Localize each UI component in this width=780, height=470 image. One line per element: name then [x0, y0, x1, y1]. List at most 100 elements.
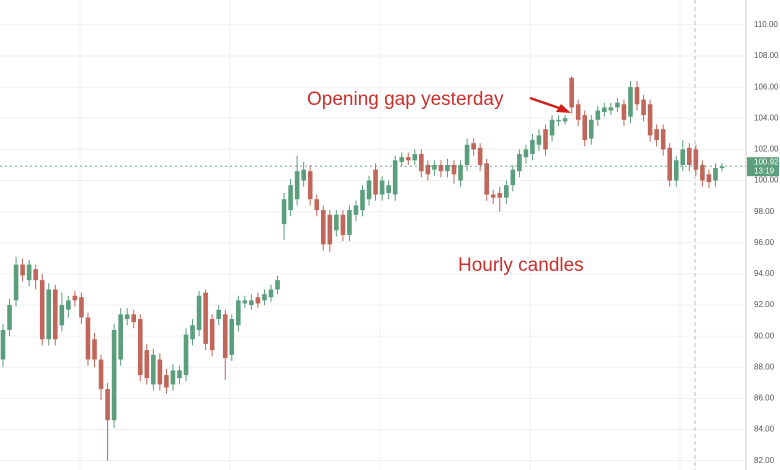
- y-tick-label: 98.00: [754, 207, 775, 216]
- candle-body: [118, 314, 123, 360]
- candle-body: [111, 329, 117, 421]
- candle-body: [320, 210, 326, 245]
- y-tick-label: 94.00: [754, 269, 775, 278]
- candle-body: [327, 214, 333, 245]
- candle-body: [137, 319, 143, 376]
- candle-body: [360, 189, 365, 211]
- candle-body: [59, 305, 65, 326]
- y-tick-label: 102.00: [754, 145, 779, 154]
- candle-body: [379, 180, 385, 195]
- arrow: [529, 96, 563, 111]
- candle-body: [249, 300, 254, 306]
- candle-body: [0, 329, 6, 360]
- candle-body: [92, 339, 97, 360]
- candle-body: [497, 192, 503, 198]
- candle-body: [33, 269, 38, 281]
- candle-body: [98, 359, 104, 390]
- candle-body: [196, 295, 202, 330]
- candle-body: [536, 135, 542, 145]
- candle-body: [386, 185, 391, 193]
- candle-body: [687, 147, 692, 165]
- candle-body: [602, 107, 607, 113]
- candle-body: [164, 375, 169, 388]
- candle-body: [412, 154, 418, 161]
- candle-body: [222, 314, 228, 358]
- candle-body: [79, 297, 84, 318]
- candle-body: [353, 205, 359, 215]
- candle-body: [719, 166, 725, 169]
- candle-body: [340, 214, 346, 235]
- candle-body: [458, 164, 463, 181]
- candle-body: [464, 144, 470, 165]
- candle-body: [236, 300, 241, 326]
- candle-body: [190, 325, 195, 340]
- candle-body: [85, 317, 91, 360]
- y-tick-label: 82.00: [754, 456, 775, 465]
- candle-body: [131, 314, 137, 323]
- candle-body: [628, 87, 633, 117]
- candle-body: [510, 169, 516, 186]
- candle-body: [7, 305, 12, 330]
- candle-body: [608, 107, 614, 111]
- candle-body: [255, 297, 261, 304]
- candle-body: [157, 359, 163, 385]
- candle-body: [641, 99, 646, 116]
- candle-body: [229, 319, 235, 355]
- candle-body: [713, 168, 718, 181]
- candle-body: [660, 129, 666, 150]
- candle-body: [693, 149, 699, 170]
- candle-body: [39, 280, 45, 340]
- candle-body: [105, 389, 110, 421]
- annotation: Opening gap yesterday: [307, 89, 504, 110]
- candle-body: [556, 119, 561, 122]
- candle-body: [183, 334, 189, 376]
- candle-body: [549, 119, 555, 136]
- candle-body: [615, 102, 620, 108]
- annotation: Hourly candles: [458, 255, 584, 276]
- candle-body: [209, 319, 215, 351]
- y-tick-label: 110.00: [754, 20, 778, 29]
- y-tick-label: 108.00: [754, 51, 779, 60]
- y-tick-label: 96.00: [754, 238, 775, 247]
- candle-body: [634, 87, 640, 105]
- candle-body: [124, 314, 130, 320]
- candle-body: [680, 149, 686, 165]
- candle-body: [20, 264, 25, 276]
- y-tick-label: 104.00: [754, 113, 779, 122]
- candle-body: [392, 160, 398, 195]
- candle-body: [700, 164, 705, 181]
- candle-body: [373, 169, 378, 195]
- candle-body: [569, 77, 574, 108]
- candle-body: [275, 280, 280, 290]
- candle-body: [647, 104, 653, 136]
- candle-body: [366, 180, 372, 200]
- candle-body: [13, 264, 19, 301]
- candle-body: [523, 149, 529, 158]
- candle-body: [177, 370, 182, 379]
- candle-body: [170, 370, 176, 385]
- candle-body: [66, 300, 71, 310]
- vertical-grid: [79, 0, 681, 470]
- candle-body: [347, 210, 352, 235]
- candle-body: [451, 164, 457, 175]
- candle-body: [203, 292, 208, 344]
- candle-body: [471, 143, 476, 150]
- y-tick-label: 106.00: [754, 82, 779, 91]
- y-tick-label: 92.00: [754, 300, 775, 309]
- candle-body: [562, 118, 568, 122]
- candle-body: [667, 147, 673, 181]
- candle-body: [517, 154, 522, 172]
- candle-body: [543, 129, 548, 150]
- candle-body: [530, 140, 535, 155]
- candle-body: [504, 185, 509, 198]
- candle-body: [307, 171, 313, 200]
- price-box: [747, 157, 779, 177]
- candle-body: [654, 129, 659, 141]
- candle-body: [399, 157, 405, 162]
- candle-body: [445, 164, 450, 172]
- last-price-label: 100.92: [754, 157, 779, 166]
- candle-body: [588, 119, 594, 139]
- candle-body: [46, 289, 52, 340]
- candle-body: [477, 147, 483, 165]
